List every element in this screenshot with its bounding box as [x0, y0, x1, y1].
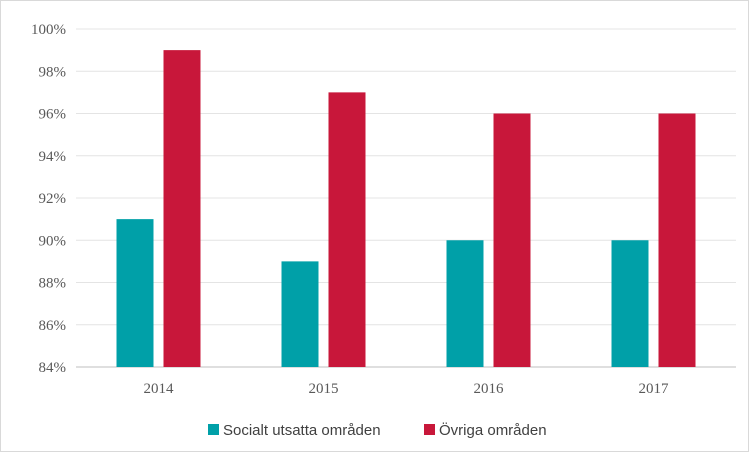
- legend: Socialt utsatta områden Övriga områden: [208, 421, 547, 439]
- x-tick-label: 2017: [639, 381, 670, 397]
- x-tick-label: 2016: [474, 381, 505, 397]
- bar-ovriga-2016: [493, 113, 531, 367]
- bar-ovriga-2015: [328, 92, 366, 367]
- x-tick-label: 2014: [144, 381, 175, 397]
- x-tick-label: 2015: [309, 381, 339, 397]
- legend-label: Socialt utsatta områden: [223, 422, 381, 439]
- bar-ovriga-2014: [163, 50, 201, 367]
- bar-ovriga-2017: [658, 113, 696, 367]
- bar-socialt-utsatta-2016: [446, 240, 484, 367]
- y-tick-label: 94%: [39, 149, 67, 165]
- y-tick-label: 84%: [39, 360, 67, 376]
- y-tick-label: 90%: [39, 233, 67, 249]
- bar-socialt-utsatta-2014: [116, 219, 154, 367]
- y-tick-label: 92%: [39, 191, 67, 207]
- y-tick-label: 100%: [31, 22, 66, 38]
- bar-socialt-utsatta-2015: [281, 261, 319, 367]
- legend-swatch: [424, 424, 435, 435]
- x-axis: 2014 2015 2016 2017: [144, 381, 670, 397]
- legend-label: Övriga områden: [439, 421, 547, 439]
- bars: [116, 50, 696, 367]
- y-tick-label: 86%: [39, 318, 67, 334]
- y-tick-label: 98%: [39, 64, 67, 80]
- y-axis: 84% 86% 88% 90% 92% 94% 96% 98% 100%: [31, 22, 66, 376]
- y-tick-label: 88%: [39, 276, 67, 292]
- bar-socialt-utsatta-2017: [611, 240, 649, 367]
- legend-swatch: [208, 424, 219, 435]
- y-tick-label: 96%: [39, 107, 67, 123]
